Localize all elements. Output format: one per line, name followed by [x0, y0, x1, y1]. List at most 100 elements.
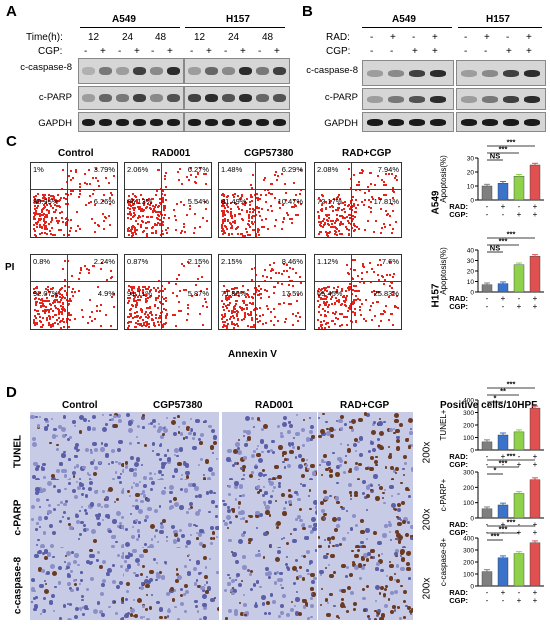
quadrant-line-horizontal	[315, 189, 401, 190]
cgp-mark: +	[533, 210, 538, 219]
panel-a-line-1: A549	[112, 14, 136, 25]
cgp-mark: -	[502, 528, 505, 537]
bar	[481, 571, 493, 587]
flow-plot: 1% 3.79% 88.95% 6.26%	[30, 162, 118, 238]
western-blot-band	[461, 69, 477, 77]
western-blot-band	[222, 94, 235, 102]
flow-dots	[219, 163, 305, 237]
panel-b-divider-1	[362, 27, 452, 28]
quadrant-line-horizontal	[125, 281, 211, 282]
quadrant-line-horizontal	[315, 281, 401, 282]
ihc-image	[318, 548, 413, 620]
quadrant-value: 2.24%	[93, 257, 115, 266]
cgp-label: CGP:	[449, 210, 468, 219]
flow-dots	[125, 163, 211, 237]
significance-label: ***	[499, 145, 508, 154]
panel-b-blot-strip	[362, 60, 454, 86]
quadrant-value: 5.87%	[187, 289, 209, 298]
ihc-image	[124, 412, 219, 484]
western-blot-band	[503, 69, 519, 77]
panel-b-rad-mark: +	[390, 32, 396, 43]
ihc-image	[318, 480, 413, 552]
rad-mark: -	[486, 202, 489, 211]
y-axis-label: TUNEL+	[439, 409, 448, 440]
western-blot-band	[256, 67, 269, 75]
flow-plot: 0.8% 2.24% 92.07% 4.9%	[30, 254, 118, 330]
panel-a-blot-strip	[184, 112, 290, 132]
rad-mark: +	[533, 452, 538, 461]
quadrant-line-horizontal	[31, 281, 117, 282]
y-tick-label: 300	[463, 470, 474, 477]
panel-a-cgp-mark: -	[258, 46, 262, 57]
y-tick-label: 0	[470, 290, 474, 297]
panel-a-cgp-mark: +	[167, 46, 173, 57]
panel-a-cgp-mark: +	[274, 46, 280, 57]
western-blot-band	[409, 95, 425, 103]
bar	[513, 264, 525, 293]
bar	[529, 164, 541, 201]
panel-b-rad-mark: -	[412, 32, 416, 43]
western-blot-band	[409, 69, 425, 77]
flow-plot: 2.15% 8.46% 71.89% 17.5%	[218, 254, 306, 330]
cgp-mark: -	[486, 528, 489, 537]
panel-b-letter: B	[302, 3, 313, 20]
western-blot-band	[256, 118, 269, 126]
significance-label: ***	[499, 237, 508, 246]
panel-c-col-title: RAD+CGP	[342, 148, 392, 159]
panel-b-cgp-mark: +	[412, 46, 418, 57]
quadrant-value: 6.29%	[281, 165, 303, 174]
panel-a-blot-strip	[78, 86, 184, 110]
rad-mark: +	[501, 294, 506, 303]
bar	[481, 508, 493, 519]
western-blot-band	[205, 67, 218, 75]
quadrant-value: 1%	[33, 165, 44, 174]
panel-b-cgp-mark: +	[432, 46, 438, 57]
y-tick-label: 40	[467, 248, 475, 255]
ihc-image	[30, 548, 125, 620]
significance-label: ***	[507, 518, 516, 527]
rad-label: RAD:	[449, 202, 468, 211]
panel-a-cgp-mark: -	[224, 46, 228, 57]
western-blot-band	[239, 94, 252, 102]
bar	[513, 431, 525, 451]
y-tick-label: 0	[470, 448, 474, 455]
rad-mark: -	[518, 452, 521, 461]
panel-c-col-title: Control	[58, 148, 94, 159]
western-blot-band	[116, 94, 129, 102]
western-blot-band	[256, 94, 269, 102]
western-blot-band	[188, 118, 201, 126]
western-blot-band	[167, 67, 180, 75]
quadrant-value: 17.5%	[281, 289, 303, 298]
bar	[497, 434, 509, 451]
western-blot-band	[99, 67, 112, 75]
quadrant-value: 1.12%	[317, 257, 339, 266]
rad-mark: -	[518, 294, 521, 303]
cgp-mark: +	[533, 460, 538, 469]
flow-plot: 2.08% 7.94% 72.17% 17.81%	[314, 162, 402, 238]
y-tick-label: 200	[463, 423, 474, 430]
quadrant-line-vertical	[351, 255, 352, 329]
panel-b-cgp-label: CGP:	[326, 46, 351, 57]
western-blot-band	[430, 69, 446, 77]
ihc-image	[318, 412, 413, 484]
quadrant-value: 92.07%	[33, 289, 59, 298]
panel-a-divider-1	[80, 27, 180, 28]
rad-mark: +	[533, 202, 538, 211]
panel-a-letter: A	[6, 3, 17, 20]
y-tick-label: 20	[467, 170, 475, 177]
western-blot-band	[205, 118, 218, 126]
panel-c-row-line: H157	[430, 283, 442, 308]
y-tick-label: 100	[463, 572, 474, 579]
quadrant-line-horizontal	[125, 189, 211, 190]
y-tick-label: 100	[463, 500, 474, 507]
quadrant-value: 65.45%	[317, 289, 343, 298]
cgp-mark: -	[486, 302, 489, 311]
y-tick-label: 30	[467, 258, 475, 265]
panel-b-blot-strip	[456, 112, 546, 132]
western-blot-band	[388, 95, 404, 103]
quadrant-value: 2.06%	[127, 165, 149, 174]
panel-b-cgp-mark: +	[506, 46, 512, 57]
panel-d-magnification: 200x	[421, 508, 433, 531]
bar	[497, 504, 509, 519]
panel-a-blot-strip	[78, 112, 184, 132]
